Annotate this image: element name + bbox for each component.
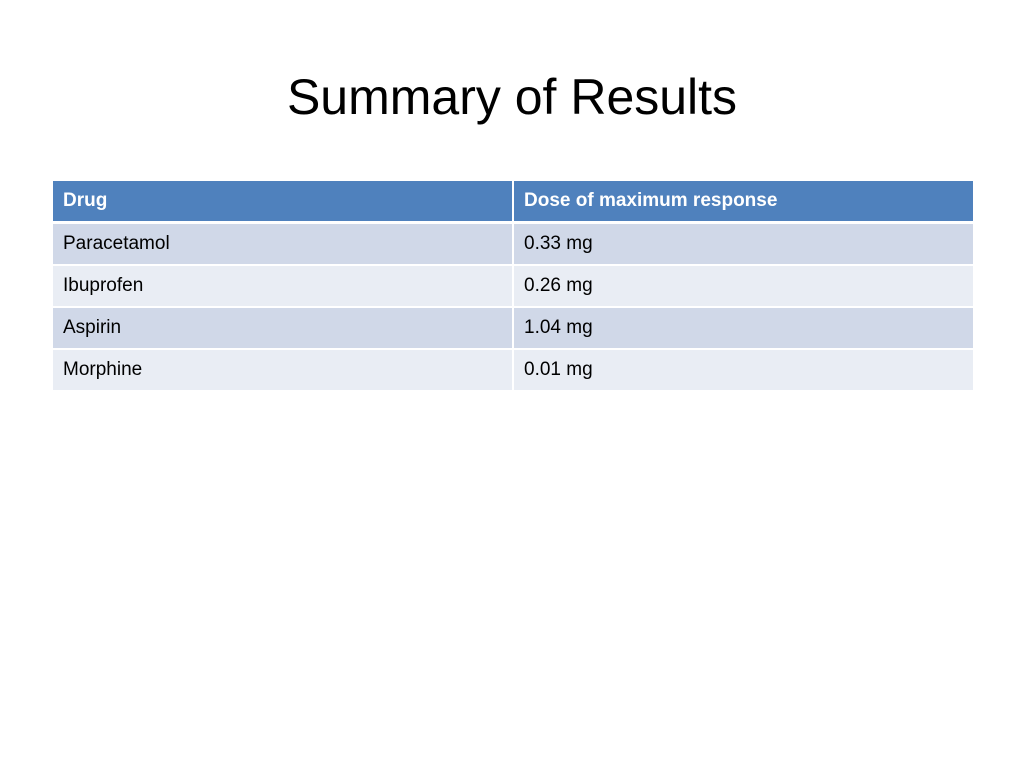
table-header-row: Drug Dose of maximum response	[51, 179, 975, 224]
drug-cell: Paracetamol	[51, 221, 514, 266]
column-header-dose: Dose of maximum response	[512, 179, 975, 224]
results-table: Drug Dose of maximum response Paracetamo…	[51, 179, 975, 392]
dose-cell: 0.33 mg	[512, 221, 975, 266]
dose-cell: 0.01 mg	[512, 348, 975, 392]
slide-title: Summary of Results	[286, 69, 738, 125]
drug-cell: Ibuprofen	[51, 264, 514, 308]
table-row: Aspirin 1.04 mg	[51, 306, 975, 350]
dose-cell: 0.26 mg	[512, 264, 975, 308]
drug-cell: Morphine	[51, 348, 514, 392]
table-row: Ibuprofen 0.26 mg	[51, 264, 975, 308]
drug-cell: Aspirin	[51, 306, 514, 350]
column-header-drug: Drug	[51, 179, 514, 224]
table-row: Morphine 0.01 mg	[51, 348, 975, 392]
table-row: Paracetamol 0.33 mg	[51, 221, 975, 266]
dose-cell: 1.04 mg	[512, 306, 975, 350]
